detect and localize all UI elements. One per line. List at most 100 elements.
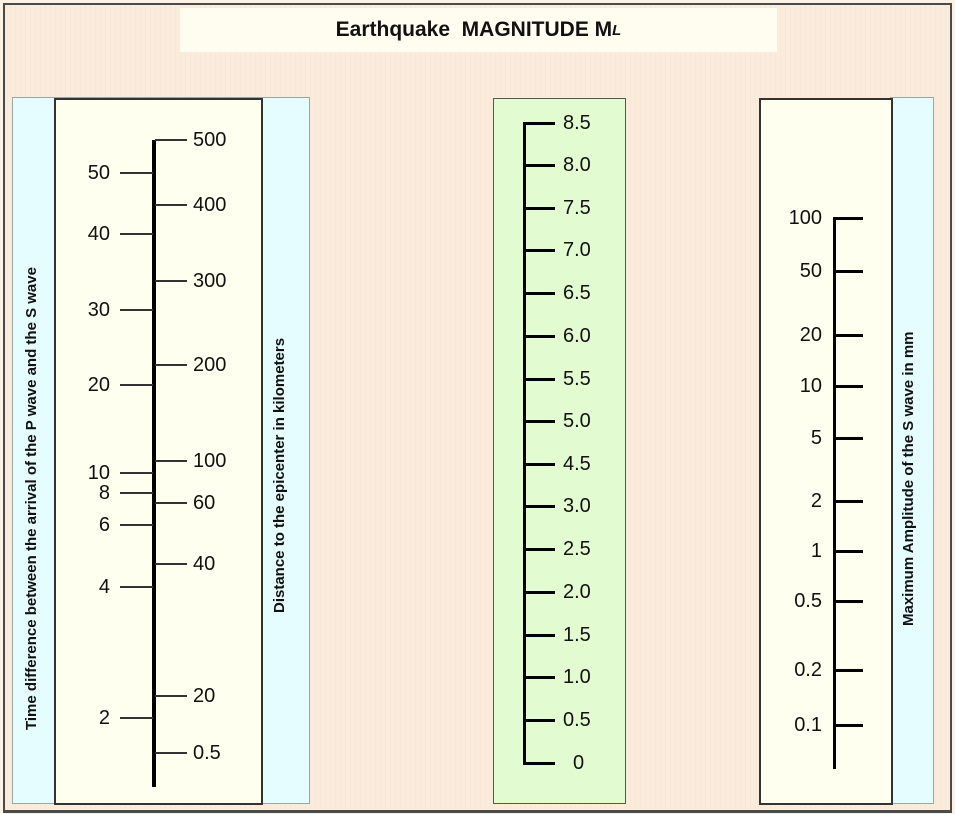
distance-tick: [155, 752, 187, 754]
time-axis-label: Time difference between the arrival of t…: [23, 267, 40, 730]
time-tick: [120, 524, 153, 526]
amplitude-tick-label: 0.5: [794, 590, 822, 612]
amplitude-tick: [834, 500, 863, 503]
time-tick-label: 6: [98, 514, 110, 536]
magnitude-tick: [524, 634, 555, 637]
right-scale-panel: [759, 98, 893, 805]
magnitude-tick: [524, 207, 555, 210]
distance-tick: [155, 364, 187, 366]
magnitude-tick: [524, 249, 555, 252]
amplitude-tick: [834, 600, 863, 603]
magnitude-tick-label: 8.5: [563, 112, 591, 134]
magnitude-tick-label: 0.5: [563, 709, 591, 731]
amplitude-tick: [834, 437, 863, 440]
time-tick-label: 40: [87, 223, 110, 245]
magnitude-tick: [524, 378, 555, 381]
magnitude-tick: [524, 719, 555, 722]
time-tick-label: 4: [98, 576, 110, 598]
magnitude-panel: [493, 98, 626, 804]
magnitude-tick-label: 2.0: [563, 581, 591, 603]
magnitude-tick: [524, 335, 555, 338]
magnitude-tick-label: 5.5: [563, 368, 591, 390]
distance-axis-label: Distance to the epicenter in kilometers: [271, 337, 288, 613]
amplitude-axis: [833, 217, 836, 769]
time-tick: [120, 717, 153, 719]
magnitude-tick-label: 2.5: [563, 538, 591, 560]
magnitude-tick-label: 7.5: [563, 197, 591, 219]
magnitude-tick: [524, 676, 555, 679]
distance-tick: [155, 460, 187, 462]
amplitude-tick: [834, 385, 863, 388]
amplitude-tick-label: 10: [799, 375, 822, 397]
magnitude-tick-label: 6.5: [563, 282, 591, 304]
title-text: Earthquake MAGNITUDE M: [335, 18, 613, 41]
distance-tick: [155, 502, 187, 504]
amplitude-axis-label: Maximum Amplitude of the S wave in mm: [900, 331, 917, 627]
amplitude-tick-label: 0.1: [794, 714, 822, 736]
distance-tick-label: 60: [193, 492, 216, 514]
distance-tick-label: 100: [193, 450, 227, 472]
distance-tick-label: 0.5: [193, 742, 221, 764]
distance-tick-label: 200: [193, 354, 227, 376]
distance-tick-label: 400: [193, 194, 227, 216]
magnitude-tick: [524, 762, 555, 765]
right-amplitude-label-strip: [890, 97, 934, 804]
amplitude-tick-label: 5: [810, 427, 822, 449]
amplitude-tick-label: 50: [799, 260, 822, 282]
magnitude-axis: [523, 122, 526, 765]
magnitude-tick-label: 4.5: [563, 453, 591, 475]
amplitude-tick: [834, 334, 863, 337]
distance-tick: [155, 204, 187, 206]
amplitude-tick: [834, 724, 863, 727]
magnitude-tick-label: 3.0: [563, 495, 591, 517]
amplitude-tick-label: 100: [788, 207, 822, 229]
time-tick-label: 10: [87, 462, 110, 484]
distance-tick-label: 300: [193, 270, 227, 292]
amplitude-tick: [834, 550, 863, 553]
magnitude-tick: [524, 122, 555, 125]
magnitude-tick-label: 1.0: [563, 666, 591, 688]
distance-tick: [155, 563, 187, 565]
magnitude-tick: [524, 505, 555, 508]
time-tick-label: 8: [98, 482, 110, 504]
amplitude-tick-label: 1: [810, 540, 822, 562]
magnitude-tick-label: 7.0: [563, 239, 591, 261]
time-tick: [120, 309, 153, 311]
magnitude-tick: [524, 420, 555, 423]
title-subscript: L: [612, 21, 622, 39]
amplitude-tick: [834, 669, 863, 672]
distance-tick: [155, 280, 187, 282]
distance-tick-label: 40: [193, 553, 216, 575]
magnitude-tick: [524, 463, 555, 466]
distance-tick: [155, 695, 187, 697]
magnitude-tick: [524, 164, 555, 167]
magnitude-tick: [524, 591, 555, 594]
time-tick: [120, 492, 153, 494]
distance-tick-label: 20: [193, 685, 216, 707]
time-tick: [120, 384, 153, 386]
magnitude-tick: [524, 548, 555, 551]
left-scale-panel: [54, 98, 263, 805]
amplitude-tick-label: 0.2: [794, 659, 822, 681]
magnitude-tick-label: 5.0: [563, 410, 591, 432]
magnitude-tick-label: 0: [573, 752, 585, 774]
time-tick-label: 50: [87, 162, 110, 184]
magnitude-tick-label: 8.0: [563, 154, 591, 176]
time-tick-label: 2: [98, 707, 110, 729]
magnitude-tick-label: 6.0: [563, 325, 591, 347]
amplitude-tick: [834, 217, 863, 220]
time-tick-label: 20: [87, 374, 110, 396]
magnitude-tick: [524, 292, 555, 295]
amplitude-tick-label: 2: [810, 490, 822, 512]
amplitude-tick-label: 20: [799, 324, 822, 346]
time-tick: [120, 172, 153, 174]
time-tick: [120, 472, 153, 474]
time-tick: [120, 586, 153, 588]
time-tick-label: 30: [87, 299, 110, 321]
distance-tick-label: 500: [193, 129, 227, 151]
magnitude-tick-label: 1.5: [563, 624, 591, 646]
amplitude-tick: [834, 270, 863, 273]
distance-tick: [155, 139, 187, 141]
time-tick: [120, 233, 153, 235]
left-scale-axis: [152, 140, 156, 787]
